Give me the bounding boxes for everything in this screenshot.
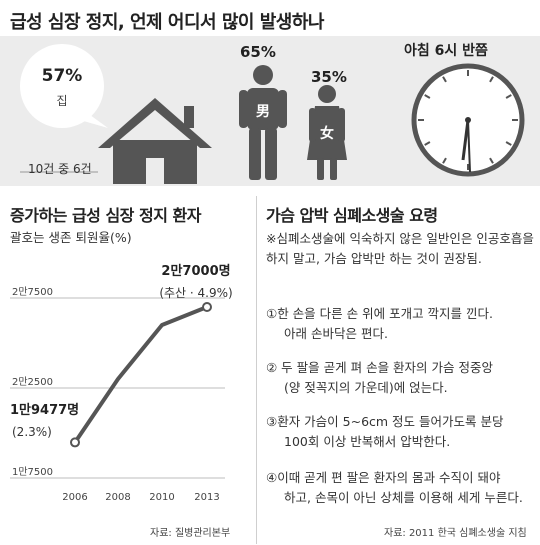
y-tick-label: 2만7500 xyxy=(12,286,53,298)
home-label: 집 xyxy=(56,94,68,108)
y-tick-label: 2만2500 xyxy=(12,376,53,388)
clock-tick xyxy=(442,76,447,83)
start-value-label: 1만9477명 xyxy=(10,402,79,418)
start-value-note: (2.3%) xyxy=(12,425,52,439)
male-symbol: 男 xyxy=(256,104,270,120)
step-2-line1: ② 두 팔을 곧게 펴 손을 환자의 가슴 정중앙 xyxy=(266,360,493,375)
y-tick-label: 1만7500 xyxy=(12,466,53,478)
clock-tick xyxy=(424,141,431,146)
step-1-line2: 아래 손바닥은 편다. xyxy=(284,326,388,341)
time-label: 아침 6시 반쯤 xyxy=(404,43,488,59)
location-graphic xyxy=(20,44,212,184)
home-percent: 57% xyxy=(41,66,83,86)
step-3-line1: ③환자 가슴이 5~6cm 정도 들어가도록 분당 xyxy=(266,414,504,429)
house-icon xyxy=(98,98,212,184)
male-percent: 65% xyxy=(240,43,276,61)
page-title: 급성 심장 정지, 언제 어디서 많이 발생하나 xyxy=(10,12,324,33)
step-2-line2: (양 젖꼭지의 가운데)에 얹는다. xyxy=(284,380,448,395)
x-tick-label: 2013 xyxy=(194,492,219,503)
section-divider xyxy=(256,196,257,544)
end-value-label: 2만7000명 xyxy=(161,263,230,279)
step-4: ④이때 곧게 편 팔은 환자의 몸과 수직이 돼야 하고, 손목이 아닌 상체를… xyxy=(266,468,538,508)
man-icon xyxy=(239,65,287,180)
step-3-line2: 100회 이상 반복해서 압박한다. xyxy=(284,434,451,449)
howto-intro: ※심폐소생술에 익숙하지 않은 일반인은 인공호흡을 하지 말고, 가슴 압박만… xyxy=(266,231,534,266)
woman-icon xyxy=(307,85,347,180)
speech-bubble-tail xyxy=(80,112,108,128)
howto-source: 자료: 2011 한국 심폐소생술 지침 xyxy=(384,528,527,539)
clock-tick xyxy=(505,94,512,99)
data-point xyxy=(70,437,80,448)
howto-title: 가슴 압박 심폐소생술 요령 xyxy=(266,206,438,225)
speech-bubble xyxy=(20,44,104,128)
hour-hand xyxy=(461,119,470,161)
x-tick-label: 2008 xyxy=(105,492,130,503)
data-point xyxy=(202,302,212,312)
clock-tick xyxy=(489,157,494,164)
minute-hand xyxy=(467,119,471,173)
female-percent: 35% xyxy=(311,68,347,86)
home-count: 10건 중 6건 xyxy=(28,162,92,176)
clock-tick xyxy=(424,94,431,99)
clock-tick xyxy=(505,141,512,146)
x-tick-label: 2006 xyxy=(62,492,87,503)
gender-graphic: 男 女 xyxy=(239,65,347,180)
x-tick-label: 2010 xyxy=(149,492,174,503)
clock-tick xyxy=(489,76,494,83)
step-1-line1: ①한 손을 다른 손 위에 포개고 깍지를 낀다. xyxy=(266,306,493,321)
chart-subtitle: 괄호는 생존 퇴원율(%) xyxy=(10,230,132,245)
step-4-line1: ④이때 곧게 편 팔은 환자의 몸과 수직이 돼야 xyxy=(266,470,501,485)
step-2: ② 두 팔을 곧게 펴 손을 환자의 가슴 정중앙 (양 젖꼭지의 가운데)에 … xyxy=(266,358,538,398)
step-1: ①한 손을 다른 손 위에 포개고 깍지를 낀다. 아래 손바닥은 편다. xyxy=(266,304,538,344)
step-3: ③환자 가슴이 5~6cm 정도 들어가도록 분당 100회 이상 반복해서 압… xyxy=(266,412,538,452)
female-symbol: 女 xyxy=(320,125,334,142)
series-line xyxy=(73,305,208,444)
end-value-note: (추산 · 4.9%) xyxy=(159,286,232,300)
chart-source: 자료: 질병관리본부 xyxy=(150,528,231,539)
trend-chart: 1만7500 2만2500 2만7500 2006 2008 2010 2013 2만70… xyxy=(10,263,233,503)
clock-tick xyxy=(442,157,447,164)
step-4-line2: 하고, 손목이 아닌 상체를 이용해 세게 누른다. xyxy=(284,490,523,505)
chart-title: 증가하는 급성 심장 정지 환자 xyxy=(10,206,201,225)
clock-icon xyxy=(411,63,525,177)
